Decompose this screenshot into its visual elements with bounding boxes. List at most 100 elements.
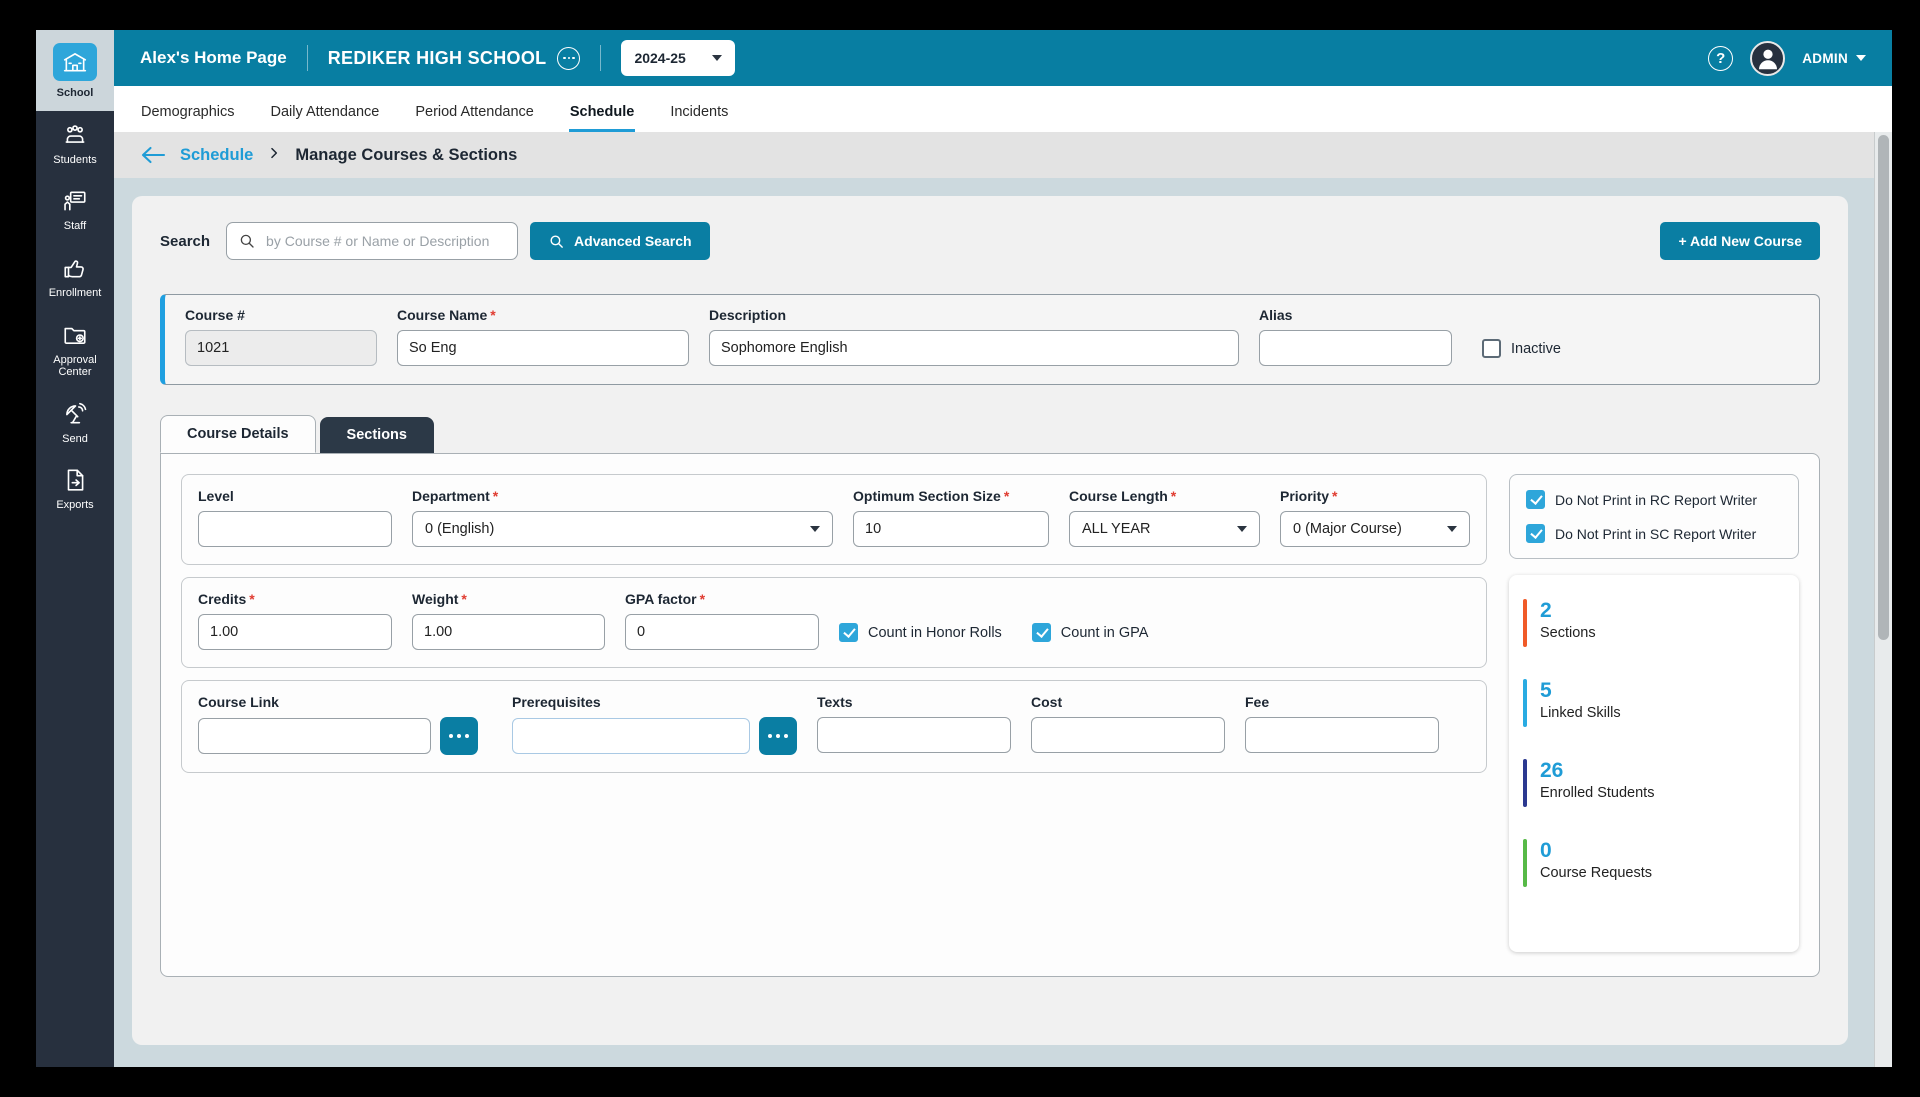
- tab-incidents[interactable]: Incidents: [670, 104, 729, 120]
- sidebar-item-enrollment[interactable]: Enrollment: [36, 244, 114, 311]
- back-button[interactable]: [140, 145, 166, 165]
- texts-input[interactable]: [817, 717, 1011, 753]
- details-left-column: Level Department * 0 (English): [181, 474, 1487, 952]
- count-in-honor-rolls-label: Count in Honor Rolls: [868, 624, 1002, 641]
- optimum-section-size-input[interactable]: [853, 511, 1049, 547]
- sidebar-item-staff[interactable]: Staff: [36, 177, 114, 244]
- search-icon: [240, 234, 254, 248]
- exports-icon: [67, 469, 84, 492]
- required-marker: *: [1003, 488, 1010, 504]
- tab-demographics[interactable]: Demographics: [141, 104, 235, 120]
- alias-label: Alias: [1259, 307, 1293, 323]
- school-name: REDIKER HIGH SCHOOL: [328, 46, 581, 70]
- count-in-honor-rolls-row[interactable]: Count in Honor Rolls: [839, 623, 1002, 642]
- do-not-print-rc-checkbox[interactable]: [1526, 490, 1545, 509]
- add-new-course-button[interactable]: + Add New Course: [1660, 222, 1820, 260]
- module-nav: Demographics Daily Attendance Period Att…: [114, 86, 1892, 132]
- sidebar-item-exports[interactable]: Exports: [36, 456, 114, 523]
- inactive-checkbox-row[interactable]: Inactive: [1482, 339, 1561, 358]
- required-marker: *: [490, 307, 496, 323]
- course-link-browse-button[interactable]: [440, 717, 478, 755]
- search-box: [226, 222, 519, 260]
- cost-input[interactable]: [1031, 717, 1225, 753]
- tab-schedule[interactable]: Schedule: [568, 92, 636, 132]
- school-icon: [53, 43, 97, 81]
- count-in-honor-rolls-checkbox[interactable]: [839, 623, 858, 642]
- count-in-gpa-row[interactable]: Count in GPA: [1031, 623, 1149, 642]
- fee-label: Fee: [1245, 694, 1270, 710]
- course-number-field: Course #: [185, 307, 377, 366]
- do-not-print-rc-row[interactable]: Do Not Print in RC Report Writer: [1526, 490, 1782, 509]
- stat-value: 5: [1540, 679, 1552, 702]
- stat-course-requests[interactable]: 0 Course Requests: [1523, 839, 1785, 887]
- stat-sections[interactable]: 2 Sections: [1523, 599, 1785, 647]
- stat-value: 0: [1540, 839, 1552, 862]
- sidebar: School Students Staff Enrollment Approva…: [36, 30, 114, 1067]
- chevron-down-icon: [1237, 526, 1247, 532]
- description-input[interactable]: [709, 330, 1239, 366]
- sidebar-item-label: Approval Center: [53, 353, 97, 379]
- priority-field: Priority * 0 (Major Course): [1280, 488, 1470, 547]
- count-in-gpa-checkbox[interactable]: [1031, 623, 1051, 642]
- stat-linked-skills[interactable]: 5 Linked Skills: [1523, 679, 1785, 727]
- do-not-print-sc-checkbox[interactable]: [1526, 524, 1545, 543]
- alias-input[interactable]: [1259, 330, 1452, 366]
- sidebar-item-label: Send: [62, 432, 88, 445]
- fee-input[interactable]: [1245, 717, 1439, 753]
- ellipsis-icon[interactable]: [557, 46, 581, 70]
- avatar[interactable]: [1750, 40, 1786, 76]
- topbar-right: ? ADMIN: [1708, 40, 1866, 76]
- sidebar-item-label: Students: [53, 153, 97, 166]
- weight-input[interactable]: [412, 614, 605, 650]
- stat-enrolled-students[interactable]: 26 Enrolled Students: [1523, 759, 1785, 807]
- course-length-select[interactable]: ALL YEAR: [1069, 511, 1260, 547]
- credits-input[interactable]: [198, 614, 392, 650]
- sidebar-item-school[interactable]: School: [36, 30, 114, 111]
- tab-sections[interactable]: Sections: [319, 417, 434, 453]
- top-header: Alex's Home Page REDIKER HIGH SCHOOL 202…: [114, 30, 1892, 86]
- courses-card: Search Advanced Search + Add New Course: [132, 196, 1848, 1045]
- user-icon: [1758, 49, 1777, 70]
- chevron-down-icon: [1447, 526, 1457, 532]
- do-not-print-sc-row[interactable]: Do Not Print in SC Report Writer: [1526, 524, 1782, 543]
- gpa-factor-input[interactable]: [625, 614, 819, 650]
- search-icon: [550, 234, 563, 248]
- tab-course-details[interactable]: Course Details: [160, 415, 316, 453]
- vertical-scrollbar[interactable]: [1874, 132, 1892, 1067]
- stat-bar: [1523, 599, 1527, 647]
- breadcrumb-schedule-link[interactable]: Schedule: [180, 145, 254, 164]
- search-input[interactable]: [264, 232, 507, 250]
- description-label: Description: [709, 307, 787, 323]
- scrollbar-thumb[interactable]: [1878, 135, 1889, 640]
- school-year-select[interactable]: 2024-25: [621, 40, 736, 76]
- sidebar-item-students[interactable]: Students: [36, 111, 114, 178]
- course-length-field: Course Length * ALL YEAR: [1069, 488, 1260, 547]
- level-input[interactable]: [198, 511, 392, 547]
- admin-menu[interactable]: ADMIN: [1802, 51, 1866, 66]
- home-page-link[interactable]: Alex's Home Page: [140, 48, 287, 67]
- count-in-gpa-label: Count in GPA: [1060, 624, 1149, 641]
- main-column: Alex's Home Page REDIKER HIGH SCHOOL 202…: [114, 30, 1892, 1067]
- tab-daily-attendance[interactable]: Daily Attendance: [270, 104, 380, 120]
- course-name-input[interactable]: [397, 330, 689, 366]
- weight-label: Weight *: [412, 591, 467, 607]
- prerequisites-browse-button[interactable]: [759, 717, 797, 755]
- sidebar-item-approval-center[interactable]: Approval Center: [36, 311, 114, 390]
- department-select[interactable]: 0 (English): [412, 511, 833, 547]
- advanced-search-button[interactable]: Advanced Search: [530, 222, 710, 260]
- help-icon[interactable]: ?: [1708, 45, 1734, 71]
- priority-select[interactable]: 0 (Major Course): [1280, 511, 1470, 547]
- prerequisites-input[interactable]: [512, 718, 750, 754]
- inactive-checkbox[interactable]: [1482, 339, 1501, 358]
- tab-period-attendance[interactable]: Period Attendance: [415, 104, 534, 120]
- required-marker: *: [492, 488, 499, 504]
- texts-field: Texts: [817, 694, 1011, 753]
- sidebar-item-send[interactable]: Send: [36, 390, 114, 457]
- priority-label: Priority *: [1280, 488, 1338, 504]
- course-link-input[interactable]: [198, 718, 431, 754]
- stat-label: Linked Skills: [1540, 705, 1621, 721]
- ellipsis-icon: [767, 733, 773, 739]
- course-number-input[interactable]: [185, 330, 377, 366]
- gpa-factor-label: GPA factor *: [625, 591, 706, 607]
- sidebar-item-label: School: [56, 87, 94, 99]
